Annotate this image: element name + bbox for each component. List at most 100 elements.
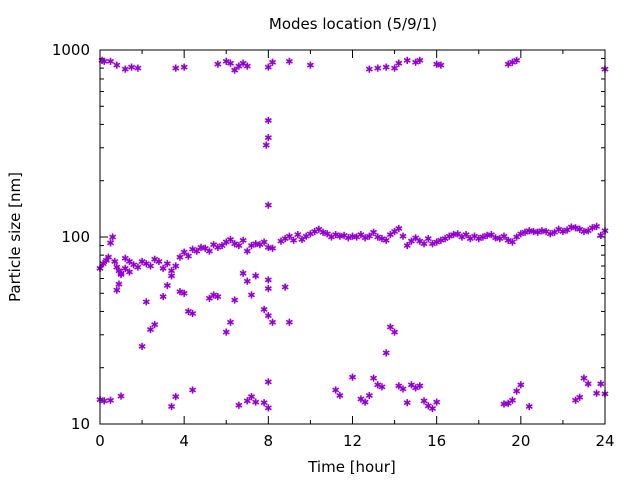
- data-point: [437, 61, 445, 69]
- data-point: [231, 66, 239, 74]
- data-point: [113, 61, 121, 69]
- data-point: [218, 241, 226, 250]
- data-point: [264, 276, 272, 284]
- data-point: [306, 230, 314, 238]
- data-point: [391, 328, 399, 336]
- data-point: [146, 262, 155, 270]
- data-point: [361, 398, 369, 406]
- data-point: [391, 64, 399, 72]
- data-point: [189, 309, 197, 318]
- data-point: [269, 318, 277, 326]
- x-tick-label: 4: [179, 432, 189, 450]
- data-point: [370, 374, 378, 382]
- data-point: [513, 56, 521, 64]
- data-point: [172, 64, 180, 72]
- data-point: [348, 373, 357, 381]
- data-point: [593, 389, 601, 397]
- data-point: [433, 60, 441, 68]
- plot-frame: [99, 49, 606, 425]
- data-point: [416, 56, 424, 64]
- data-point: [420, 397, 428, 405]
- data-point: [222, 328, 230, 336]
- data-point: [593, 222, 601, 230]
- data-point: [210, 241, 218, 249]
- data-point: [290, 236, 298, 244]
- data-point: [365, 232, 373, 240]
- x-axis-label: Time [hour]: [307, 458, 396, 476]
- data-point: [125, 257, 133, 266]
- data-point: [107, 396, 115, 404]
- data-point: [243, 247, 251, 255]
- data-point: [226, 318, 234, 326]
- data-point: [433, 398, 441, 406]
- data-point: [264, 116, 272, 125]
- y-tick-label: 10: [71, 415, 90, 433]
- data-point: [382, 349, 390, 357]
- data-point: [128, 63, 136, 71]
- data-point: [155, 257, 163, 266]
- data-point: [559, 227, 567, 236]
- data-point: [115, 280, 123, 288]
- chart-title: Modes location (5/9/1): [269, 15, 437, 33]
- data-point: [111, 257, 119, 266]
- data-point: [193, 247, 201, 255]
- data-point: [172, 393, 180, 401]
- data-point: [146, 325, 155, 334]
- data-point: [214, 293, 222, 301]
- data-point: [395, 59, 403, 67]
- data-point: [180, 248, 188, 256]
- data-point: [508, 238, 516, 246]
- data-point: [168, 402, 176, 411]
- data-point: [214, 60, 222, 68]
- data-point: [205, 294, 213, 302]
- data-point: [597, 231, 605, 239]
- data-point: [399, 232, 407, 240]
- data-point: [386, 323, 394, 331]
- data-point: [269, 244, 277, 252]
- data-point: [336, 391, 344, 400]
- data-point: [517, 381, 525, 389]
- y-axis-label: Particle size [nm]: [6, 172, 24, 302]
- data-point: [121, 264, 129, 272]
- data-point: [416, 382, 424, 390]
- data-point: [576, 393, 584, 401]
- data-point: [306, 61, 314, 69]
- data-point: [424, 402, 432, 410]
- data-point: [403, 241, 411, 250]
- data-point: [252, 272, 260, 280]
- data-point: [159, 293, 167, 301]
- data-point: [500, 232, 508, 240]
- data-point: [269, 58, 277, 66]
- x-tick-label: 20: [511, 432, 530, 450]
- data-point: [580, 374, 588, 382]
- x-tick-label: 12: [343, 432, 362, 450]
- data-point: [159, 264, 167, 272]
- data-point: [264, 201, 272, 209]
- data-point: [180, 289, 188, 297]
- data-point: [584, 380, 592, 388]
- data-point: [264, 311, 272, 320]
- data-point: [462, 230, 470, 239]
- data-point: [100, 397, 108, 405]
- data-point: [109, 233, 117, 241]
- data-point: [134, 263, 142, 271]
- data-point: [117, 392, 125, 400]
- data-point: [508, 396, 516, 404]
- data-point: [168, 272, 176, 280]
- data-point: [597, 380, 605, 388]
- data-point: [243, 62, 251, 70]
- data-point: [382, 63, 390, 71]
- data-point: [138, 342, 146, 350]
- data-point: [243, 277, 251, 285]
- data-point: [424, 235, 432, 243]
- data-point: [134, 64, 142, 72]
- data-point: [163, 260, 171, 268]
- data-point: [264, 404, 272, 412]
- data-point: [226, 235, 234, 244]
- data-point: [294, 230, 302, 239]
- data-point: [332, 386, 340, 394]
- data-point: [428, 404, 436, 413]
- x-tick-label: 24: [595, 432, 614, 450]
- data-point: [125, 268, 133, 276]
- data-point: [525, 402, 533, 411]
